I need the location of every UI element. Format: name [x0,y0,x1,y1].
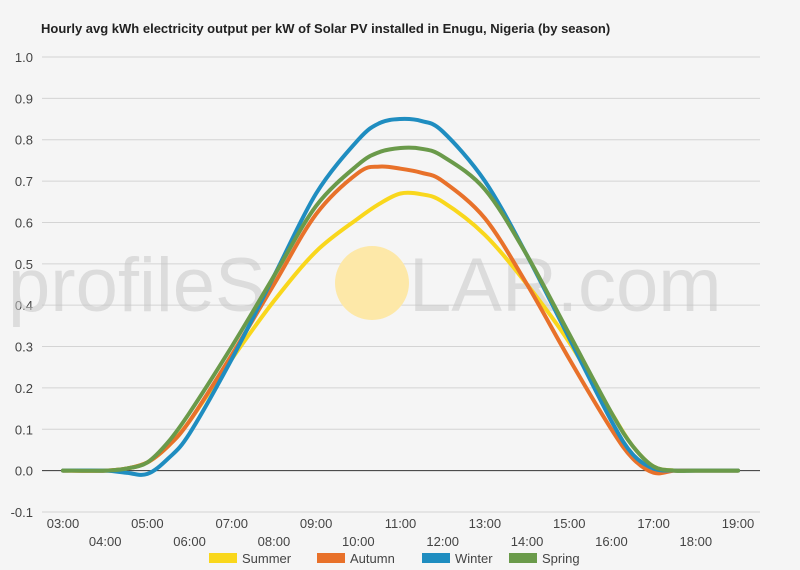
series-line-autumn [61,164,740,476]
x-tick-label: 18:00 [680,534,713,549]
legend-label: Spring [542,551,580,566]
legend-swatch [317,553,345,563]
x-tick-label: 04:00 [89,534,122,549]
grid-lines [42,56,760,513]
x-tick-label: 09:00 [300,516,333,531]
x-tick-label: 13:00 [469,516,502,531]
x-tick-label: 07:00 [215,516,248,531]
x-tick-label: 03:00 [47,516,80,531]
y-tick-label: 0.0 [15,464,33,479]
x-tick-label: 06:00 [173,534,206,549]
legend-label: Summer [242,551,292,566]
x-tick-label: 10:00 [342,534,375,549]
watermark: profileS LAR.com [8,243,722,328]
legend-item-spring[interactable]: Spring [509,551,580,566]
x-tick-label: 12:00 [426,534,459,549]
x-tick-label: 19:00 [722,516,755,531]
y-tick-label: 0.2 [15,381,33,396]
watermark-text-before: profileS [8,243,266,328]
y-tick-label: 0.4 [15,298,33,313]
watermark-sun-icon [335,246,409,320]
x-tick-label: 08:00 [258,534,291,549]
y-tick-label: -0.1 [11,505,33,520]
x-tick-label: 16:00 [595,534,628,549]
legend-item-autumn[interactable]: Autumn [317,551,395,566]
legend: Summer Autumn Winter Spring [209,551,580,566]
legend-item-summer[interactable]: Summer [209,551,292,566]
chart-title: Hourly avg kWh electricity output per kW… [41,21,610,36]
x-tick-label: 17:00 [637,516,670,531]
legend-swatch [509,553,537,563]
y-tick-label: 0.3 [15,340,33,355]
series-line-winter [61,116,740,477]
watermark-text-after: LAR.com [409,243,722,328]
x-tick-label: 05:00 [131,516,164,531]
legend-item-winter[interactable]: Winter [422,551,493,566]
y-tick-label: 0.7 [15,174,33,189]
y-tick-label: 0.9 [15,91,33,106]
x-tick-label: 14:00 [511,534,544,549]
y-axis-ticks: -0.1 0.0 0.1 0.2 0.3 0.4 0.5 0.6 0.7 0.8 0.9 1.0 [11,50,33,520]
series-lines [61,116,740,477]
x-axis-ticks: 03:00 05:00 07:00 09:00 11:00 13:00 15:00 17:00… [47,516,755,549]
y-tick-label: 0.8 [15,133,33,148]
y-tick-label: 0.1 [15,422,33,437]
legend-label: Winter [455,551,493,566]
y-tick-label: 0.5 [15,257,33,272]
series-line-spring [61,145,740,473]
legend-swatch [209,553,237,563]
legend-swatch [422,553,450,563]
x-tick-label: 11:00 [385,516,417,531]
legend-label: Autumn [350,551,395,566]
x-tick-label: 15:00 [553,516,586,531]
y-tick-label: 1.0 [15,50,33,65]
y-tick-label: 0.6 [15,215,33,230]
